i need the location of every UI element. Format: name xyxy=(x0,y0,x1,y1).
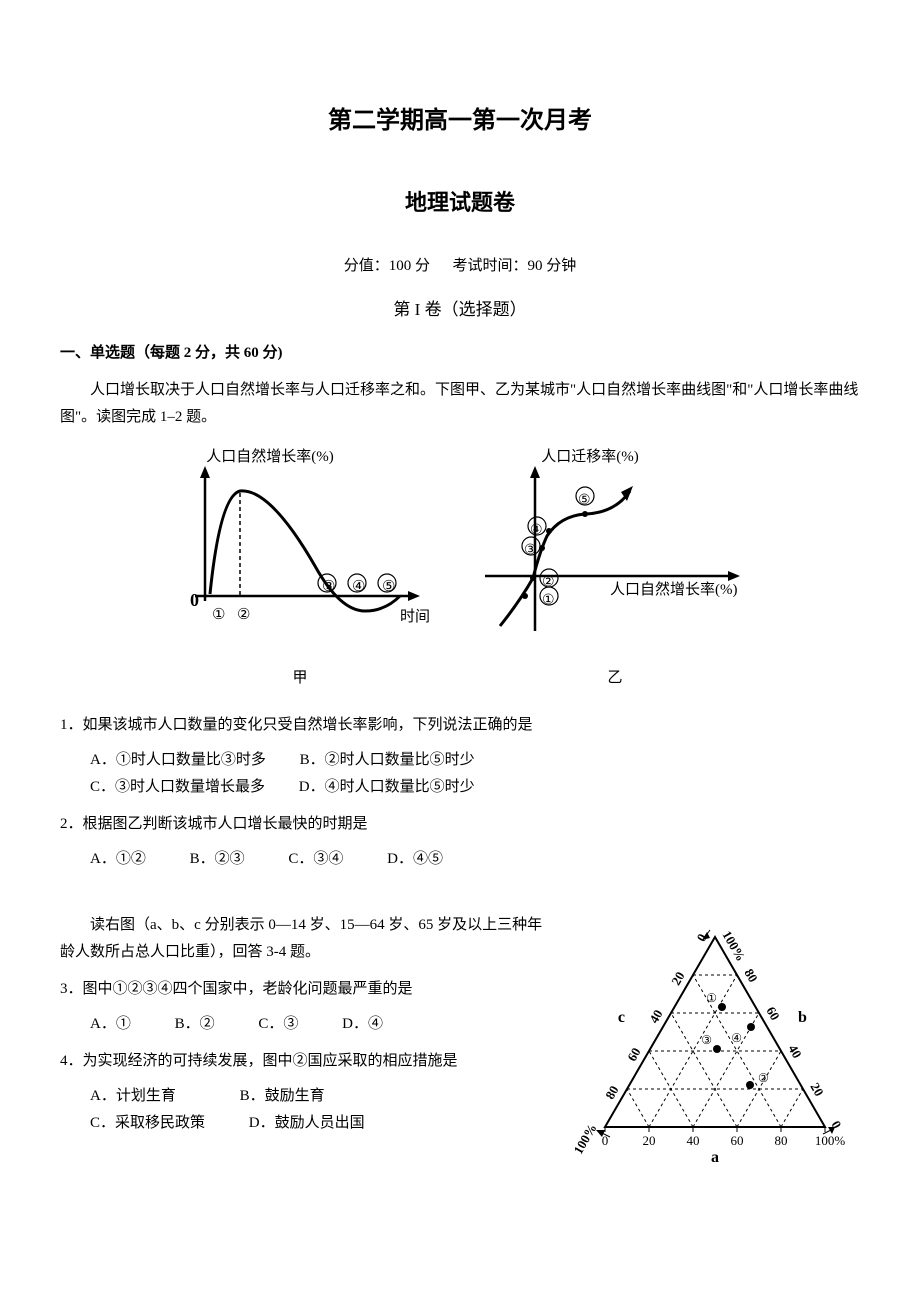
section-volume-label: 第 I 卷（选择题） xyxy=(60,295,860,326)
chart-jia-m3: ③ xyxy=(322,579,335,595)
q2-C: C．③④ xyxy=(288,846,343,873)
chart-yi-m3: ③ xyxy=(524,543,537,558)
tri-r-1: 20 xyxy=(807,1080,826,1099)
chart-yi-m5: ⑤ xyxy=(578,493,591,508)
tri-m2: ② xyxy=(758,1071,769,1085)
title-main: 第二学期高一第一次月考 xyxy=(60,100,860,143)
q2-text: 2．根据图乙判断该城市人口增长最快的时期是 xyxy=(60,811,860,838)
tri-b-3: 60 xyxy=(731,1133,744,1148)
tri-axis-b: b xyxy=(798,1009,807,1026)
chart-jia-xlabel: 时间 xyxy=(400,608,430,625)
chart-jia-ylabel: 人口自然增长率(%) xyxy=(206,448,334,465)
q34-text: 读右图（a、b、c 分别表示 0—14 岁、15—64 岁、65 岁及以上三种年… xyxy=(60,912,550,1183)
q2-choices: A．①② B．②③ C．③④ D．④⑤ xyxy=(60,846,860,873)
q4-D: D．鼓励人员出国 xyxy=(249,1110,365,1137)
q1-text: 1．如果该城市人口数量的变化只受自然增长率影响，下列说法正确的是 xyxy=(60,712,860,739)
q1-A: A．①时人口数量比③时多 xyxy=(90,747,266,774)
exam-info: 分值：100 分 考试时间：90 分钟 xyxy=(60,253,860,280)
tri-b-2: 40 xyxy=(687,1133,700,1148)
tri-l-5: 100% xyxy=(570,1121,599,1157)
q1-B: B．②时人口数量比⑤时少 xyxy=(300,747,475,774)
chart-jia-m2: ② xyxy=(237,607,250,623)
tri-m3: ③ xyxy=(701,1033,712,1047)
tri-m4: ④ xyxy=(731,1031,742,1045)
q4-A: A．计划生育 xyxy=(90,1083,176,1110)
q34-container: 读右图（a、b、c 分别表示 0—14 岁、15—64 岁、65 岁及以上三种年… xyxy=(60,912,860,1183)
q4-choices: A．计划生育 B．鼓励生育 C．采取移民政策 D．鼓励人员出国 xyxy=(60,1083,550,1137)
tri-r-5: 100% xyxy=(719,928,748,964)
passage-2: 读右图（a、b、c 分别表示 0—14 岁、15—64 岁、65 岁及以上三种年… xyxy=(60,912,550,966)
figure-row-1: 人口自然增长率(%) 0 时间 ① ② ③ ④ ⑤ 甲 人口迁移率(%) xyxy=(60,446,860,692)
q1-C: C．③时人口数量增长最多 xyxy=(90,774,265,801)
q4-C: C．采取移民政策 xyxy=(90,1110,205,1137)
chart-yi-xlabel: 人口自然增长率(%) xyxy=(610,581,738,598)
chart-yi: 人口迁移率(%) 人口自然增长率(%) ① ② ③ ④ ⑤ xyxy=(475,446,755,692)
time-label: 考试时间：90 分钟 xyxy=(453,258,577,274)
chart-yi-m4: ④ xyxy=(530,523,543,538)
score-label: 分值：100 分 xyxy=(344,258,430,274)
title-sub: 地理试题卷 xyxy=(60,183,860,223)
q3-choices: A．① B．② C．③ D．④ xyxy=(60,1011,550,1038)
chart-yi-ylabel: 人口迁移率(%) xyxy=(541,448,639,465)
q2-B: B．②③ xyxy=(190,846,245,873)
q1-D: D．④时人口数量比⑤时少 xyxy=(299,774,475,801)
chart-yi-m1: ① xyxy=(542,593,555,608)
tri-m1: ① xyxy=(706,991,717,1005)
passage-1: 人口增长取决于人口自然增长率与人口迁移率之和。下图甲、乙为某城市"人口自然增长率… xyxy=(60,377,860,431)
chart-jia-m4: ④ xyxy=(352,579,365,595)
tri-r-3: 60 xyxy=(763,1004,782,1023)
q2-D: D．④⑤ xyxy=(387,846,443,873)
q1-choices: A．①时人口数量比③时多 B．②时人口数量比⑤时少 C．③时人口数量增长最多 D… xyxy=(60,747,860,801)
chart-jia-m5: ⑤ xyxy=(382,579,395,595)
q3-C: C．③ xyxy=(258,1011,298,1038)
section-1-header: 一、单选题（每题 2 分，共 60 分) xyxy=(60,340,860,367)
tri-l-3: 60 xyxy=(624,1045,643,1064)
tri-axis-c: c xyxy=(618,1009,625,1026)
q4-text: 4．为实现经济的可持续发展，图中②国应采取的相应措施是 xyxy=(60,1048,550,1075)
chart-jia-caption: 甲 xyxy=(165,665,435,692)
tri-b-5: 100% xyxy=(815,1133,846,1148)
triangle-chart: 0 20 40 60 80 100% 0 20 40 60 80 100% 10… xyxy=(570,912,860,1183)
q2-A: A．①② xyxy=(90,846,146,873)
tri-r-4: 80 xyxy=(741,966,760,985)
q4-B: B．鼓励生育 xyxy=(240,1083,325,1110)
tri-r-2: 40 xyxy=(785,1042,804,1061)
tri-l-1: 20 xyxy=(668,969,687,988)
chart-jia-m1: ① xyxy=(212,607,225,623)
chart-jia: 人口自然增长率(%) 0 时间 ① ② ③ ④ ⑤ 甲 xyxy=(165,446,435,692)
tri-b-4: 80 xyxy=(775,1133,788,1148)
tri-l-2: 40 xyxy=(646,1007,665,1026)
q3-text: 3．图中①②③④四个国家中，老龄化问题最严重的是 xyxy=(60,976,550,1003)
tri-axis-a: a xyxy=(711,1149,719,1166)
tri-l-4: 80 xyxy=(602,1083,621,1102)
q3-A: A．① xyxy=(90,1011,131,1038)
chart-jia-zero: 0 xyxy=(190,590,199,610)
q3-B: B．② xyxy=(175,1011,215,1038)
tri-b-1: 20 xyxy=(643,1133,656,1148)
chart-yi-caption: 乙 xyxy=(475,665,755,692)
chart-yi-m2: ② xyxy=(542,575,555,590)
q3-D: D．④ xyxy=(342,1011,383,1038)
